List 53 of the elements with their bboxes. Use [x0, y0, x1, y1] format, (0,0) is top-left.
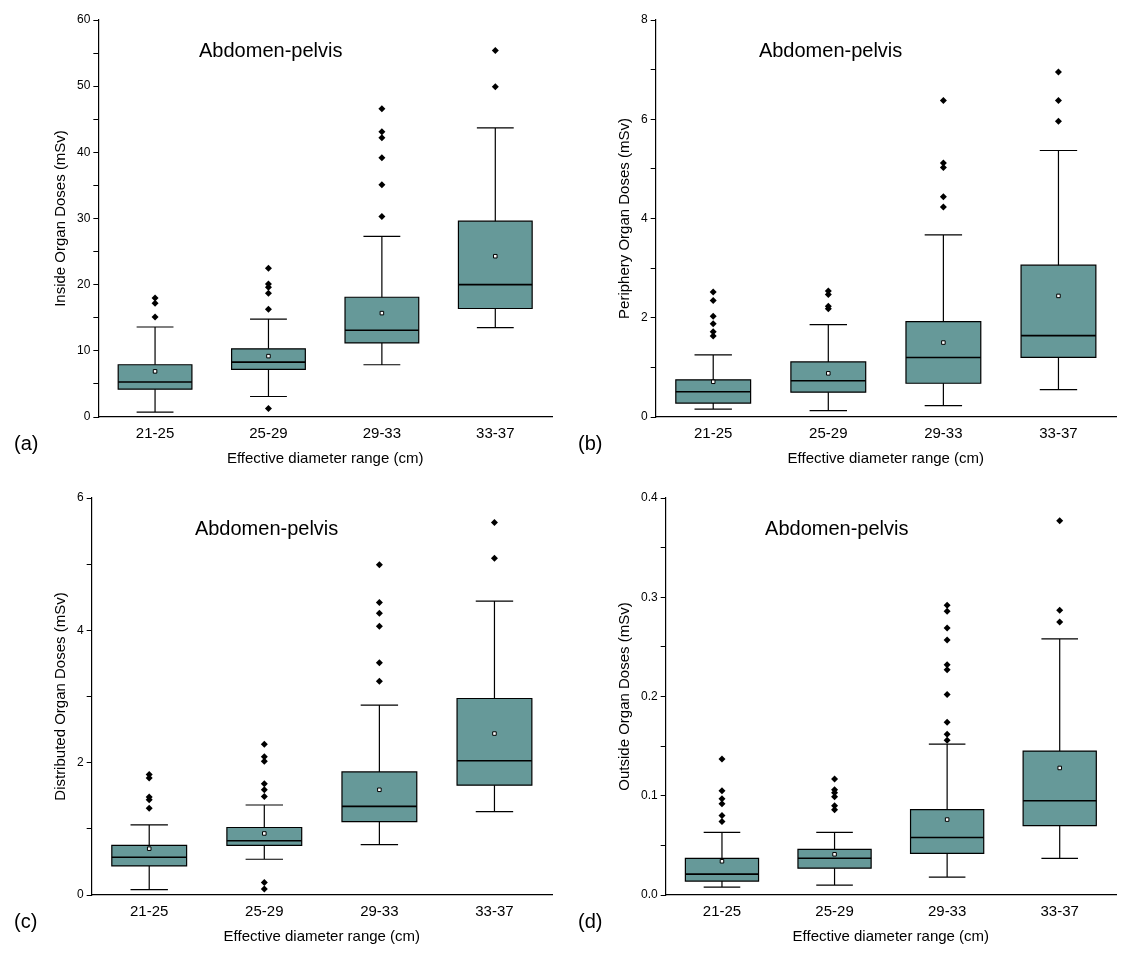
text: (d)	[578, 909, 603, 932]
y-tick-label: 6	[640, 111, 648, 126]
y-axis-title: Periphery Organ Doses (mSv)	[615, 118, 633, 319]
y-axis-title: Outside Organ Doses (mSv)	[615, 602, 633, 791]
x-axis-title: Effective diameter range (cm)	[792, 927, 990, 945]
x-tick-label: 21-25	[135, 424, 175, 442]
y-tick-label: 50	[76, 78, 91, 93]
x-axis-title: Effective diameter range (cm)	[787, 449, 985, 467]
x-tick-label: 33-37	[1039, 424, 1078, 442]
text: (b)	[578, 431, 603, 454]
x-tick-label: 21-25	[702, 902, 742, 920]
text: Abdomen-pelvis	[765, 517, 909, 540]
y-tick-label: 0.2	[640, 688, 658, 703]
x-tick-label: 25-29	[815, 902, 854, 920]
y-tick-label: 4	[640, 210, 648, 225]
text: Abdomen-pelvis	[199, 39, 343, 62]
y-tick-label: 40	[76, 144, 91, 159]
x-tick-label: 21-25	[694, 424, 733, 442]
x-tick-label: 25-29	[809, 424, 848, 442]
y-tick-label: 2	[640, 310, 648, 325]
x-tick-label: 29-33	[360, 902, 399, 920]
text: (a)	[14, 431, 39, 454]
y-tick-label: 0.3	[640, 589, 658, 604]
y-axis-title: Distributed Organ Doses (mSv)	[51, 592, 69, 801]
x-tick-label: 25-29	[249, 424, 288, 442]
x-tick-label: 25-29	[245, 902, 284, 920]
y-tick-label: 0.4	[640, 490, 658, 505]
y-tick-label: 0	[83, 409, 91, 424]
y-tick-label: 0.1	[640, 788, 658, 803]
x-tick-label: 33-37	[1040, 902, 1079, 920]
y-axis-title: Inside Organ Doses (mSv)	[51, 130, 69, 307]
y-tick-label: 60	[76, 12, 91, 27]
x-tick-label: 21-25	[130, 902, 169, 920]
y-tick-label: 0	[76, 887, 84, 902]
y-tick-label: 8	[640, 12, 648, 27]
x-tick-label: 29-33	[924, 424, 963, 442]
y-tick-label: 10	[76, 343, 91, 358]
y-tick-label: 0	[640, 409, 648, 424]
y-tick-label: 6	[76, 490, 84, 505]
y-tick-label: 30	[76, 210, 91, 225]
y-tick-label: 0.0	[640, 887, 658, 902]
y-tick-label: 20	[76, 276, 91, 291]
x-axis-title: Effective diameter range (cm)	[223, 927, 421, 945]
y-tick-label: 2	[76, 754, 84, 769]
text: Abdomen-pelvis	[758, 39, 903, 62]
y-tick-label: 4	[76, 622, 84, 637]
text: Abdomen-pelvis	[194, 517, 339, 540]
x-tick-label: 29-33	[927, 902, 967, 920]
x-tick-label: 33-37	[476, 424, 515, 442]
x-tick-label: 29-33	[362, 424, 402, 442]
x-axis-title: Effective diameter range (cm)	[226, 449, 424, 467]
x-tick-label: 33-37	[475, 902, 514, 920]
text: (c)	[14, 909, 38, 932]
